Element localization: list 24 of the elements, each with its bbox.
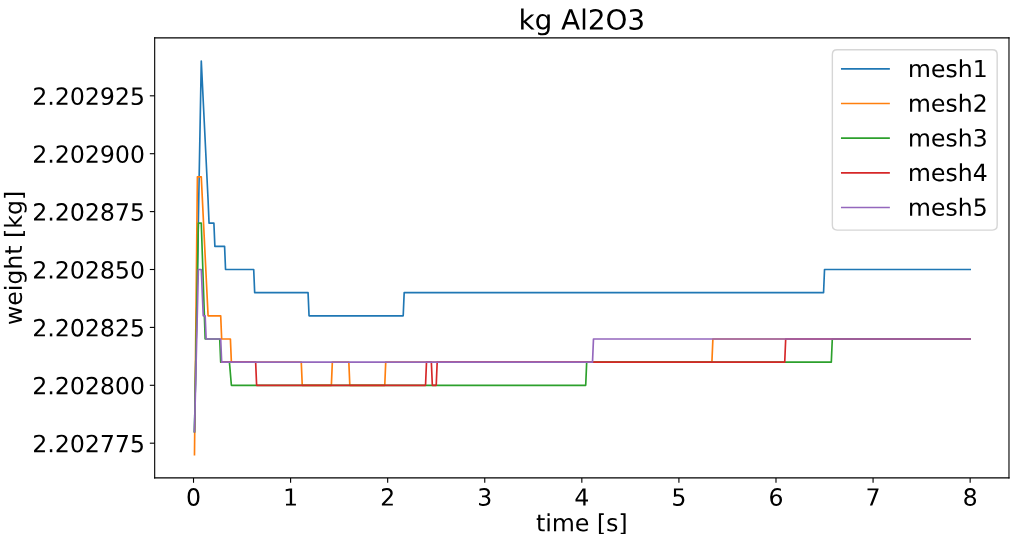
- legend-label: mesh5: [910, 197, 986, 217]
- y-tick-label: 2.202850: [34, 260, 144, 279]
- legend-label: mesh2: [910, 93, 986, 113]
- y-axis-title: weight [kg]: [3, 192, 27, 325]
- x-axis-title: time [s]: [536, 513, 626, 534]
- legend-label: mesh1: [910, 59, 986, 78]
- x-tick-label: 7: [867, 488, 879, 506]
- x-tick-label: 4: [575, 488, 589, 506]
- y-tick-label: 2.202925: [34, 87, 143, 106]
- x-tick-label: 5: [673, 488, 685, 506]
- y-tick-label: 2.202800: [34, 376, 144, 395]
- y-tick-label: 2.202900: [34, 145, 144, 164]
- x-tick-label: 1: [285, 488, 296, 506]
- x-tick-label: 6: [770, 488, 783, 506]
- y-tick-label: 2.202875: [34, 203, 143, 221]
- y-tick-label: 2.202775: [34, 434, 143, 453]
- x-tick-label: 8: [964, 488, 977, 506]
- x-tick-label: 0: [187, 488, 200, 506]
- y-tick-label: 2.202825: [34, 318, 143, 337]
- chart-title: kg Al2O3: [521, 8, 643, 36]
- legend-label: mesh4: [910, 163, 987, 182]
- legend-label: mesh3: [910, 128, 986, 147]
- x-tick-label: 2: [381, 488, 393, 506]
- x-tick-label: 3: [479, 488, 491, 506]
